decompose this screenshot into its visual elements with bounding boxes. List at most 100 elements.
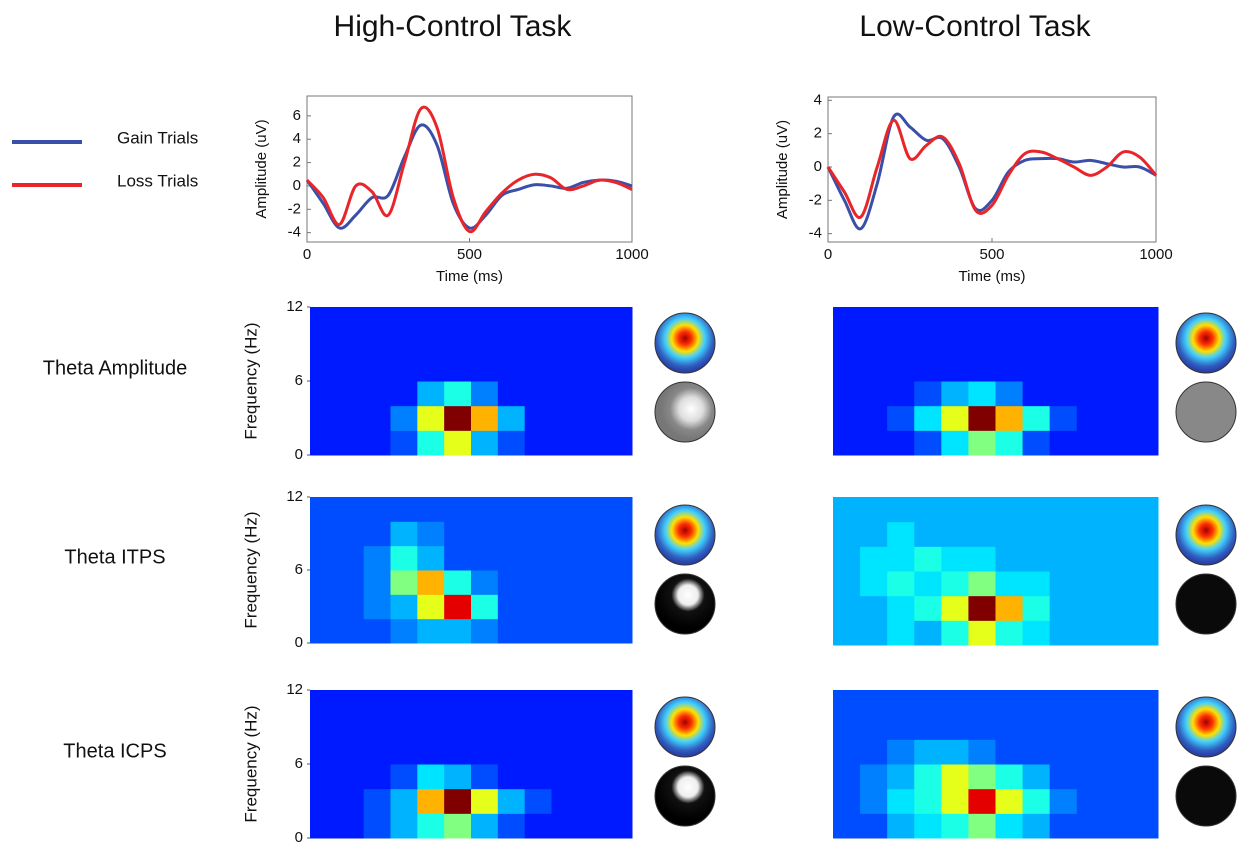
heatmap-cell <box>364 406 391 431</box>
heatmap-cell <box>471 332 498 357</box>
heatmap-cell <box>968 430 996 455</box>
heatmap-cell <box>552 356 579 381</box>
heatmap-cell <box>1131 620 1159 645</box>
heatmap-cell <box>525 739 552 764</box>
heatmap-cell <box>310 715 337 740</box>
plot-frame <box>307 96 632 242</box>
row-label: Theta ICPS <box>63 740 166 762</box>
heatmap-cell <box>1131 690 1159 715</box>
heatmap-cell <box>444 406 471 431</box>
heatmap-cell <box>391 594 418 619</box>
heatmap-cell <box>914 497 942 522</box>
y-tick-label: 12 <box>286 681 303 698</box>
heatmap-cell <box>391 619 418 644</box>
heatmap-cell <box>833 739 861 764</box>
heatmap-cell <box>1104 571 1132 596</box>
heatmap-cell <box>860 546 888 571</box>
heatmap-cell <box>310 307 337 332</box>
heatmap-cell <box>391 430 418 455</box>
heatmap-cell <box>337 406 364 431</box>
x-tick-label: 1000 <box>615 246 648 263</box>
heatmap-cell <box>860 739 888 764</box>
topomap <box>1176 382 1236 442</box>
heatmap-cell <box>941 356 969 381</box>
heatmap-cell <box>337 619 364 644</box>
heatmap-cell <box>1131 332 1159 357</box>
heatmap-cell <box>860 406 888 431</box>
heatmap-cell <box>391 813 418 838</box>
heatmap-cell <box>941 307 969 332</box>
y-tick-label: 0 <box>295 634 303 651</box>
heatmap-cell <box>337 813 364 838</box>
heatmap-cell <box>996 430 1024 455</box>
heatmap-cell <box>941 789 969 814</box>
heatmap-cell <box>552 789 579 814</box>
heatmap-cell <box>860 715 888 740</box>
heatmap-cell <box>471 764 498 789</box>
heatmap-cell <box>364 307 391 332</box>
heatmap-cell <box>364 739 391 764</box>
heatmap-cell <box>1077 546 1105 571</box>
heatmap-cell <box>578 381 605 406</box>
y-tick-label: 4 <box>293 130 301 147</box>
heatmap-cell <box>968 356 996 381</box>
heatmap-cell <box>498 497 525 522</box>
heatmap-cell <box>1050 571 1078 596</box>
heatmap-cell <box>391 307 418 332</box>
heatmap-cell <box>914 596 942 621</box>
heatmap-cell <box>417 789 444 814</box>
heatmap-cell <box>578 497 605 522</box>
heatmap-cell <box>498 381 525 406</box>
y-tick-label: 6 <box>295 561 303 578</box>
heatmap-cell <box>1104 764 1132 789</box>
heatmap-cell <box>310 356 337 381</box>
heatmap-cell <box>1050 406 1078 431</box>
heatmap-cell <box>968 571 996 596</box>
heatmap-cell <box>498 546 525 571</box>
heatmap-cell <box>525 546 552 571</box>
heatmap-cell <box>914 332 942 357</box>
heatmap-cell <box>552 715 579 740</box>
heatmap-cell <box>337 356 364 381</box>
heatmap-cell <box>364 497 391 522</box>
heatmap-cell <box>941 739 969 764</box>
series-line <box>828 120 1156 217</box>
heatmap-cell <box>1023 497 1051 522</box>
topomap <box>655 766 715 826</box>
heatmap-cell <box>996 406 1024 431</box>
heatmap-cell <box>417 521 444 546</box>
heatmap-cell <box>310 497 337 522</box>
heatmap-cell <box>968 381 996 406</box>
heatmap-cell <box>552 764 579 789</box>
y-tick-label: 6 <box>295 755 303 772</box>
heatmap-cell <box>887 715 915 740</box>
heatmap-cell <box>498 813 525 838</box>
heatmap-cell <box>417 619 444 644</box>
heatmap-cell <box>578 764 605 789</box>
x-tick-label: 1000 <box>1139 246 1172 263</box>
topomap <box>655 313 715 373</box>
heatmap-cell <box>833 546 861 571</box>
heatmap-cell <box>525 690 552 715</box>
heatmap-cell <box>364 594 391 619</box>
heatmap-cell <box>1023 571 1051 596</box>
heatmap-cell <box>310 381 337 406</box>
heatmap-cell <box>552 521 579 546</box>
heatmap-cell <box>417 356 444 381</box>
heatmap-cell <box>1131 381 1159 406</box>
heatmap-cell <box>887 307 915 332</box>
heatmap-cell <box>887 571 915 596</box>
heatmap-cell <box>525 356 552 381</box>
heatmap-cell <box>525 307 552 332</box>
heatmap-cell <box>444 813 471 838</box>
heatmap-cell <box>914 381 942 406</box>
heatmap-cell <box>860 332 888 357</box>
row-label: Theta Amplitude <box>43 357 188 379</box>
heatmap-cell <box>444 497 471 522</box>
heatmap-cell <box>605 307 632 332</box>
heatmap-cell <box>1077 430 1105 455</box>
y-tick-label: -2 <box>288 200 301 217</box>
heatmap-cell <box>1023 764 1051 789</box>
heatmap-cell <box>860 430 888 455</box>
heatmap-cell <box>444 570 471 595</box>
